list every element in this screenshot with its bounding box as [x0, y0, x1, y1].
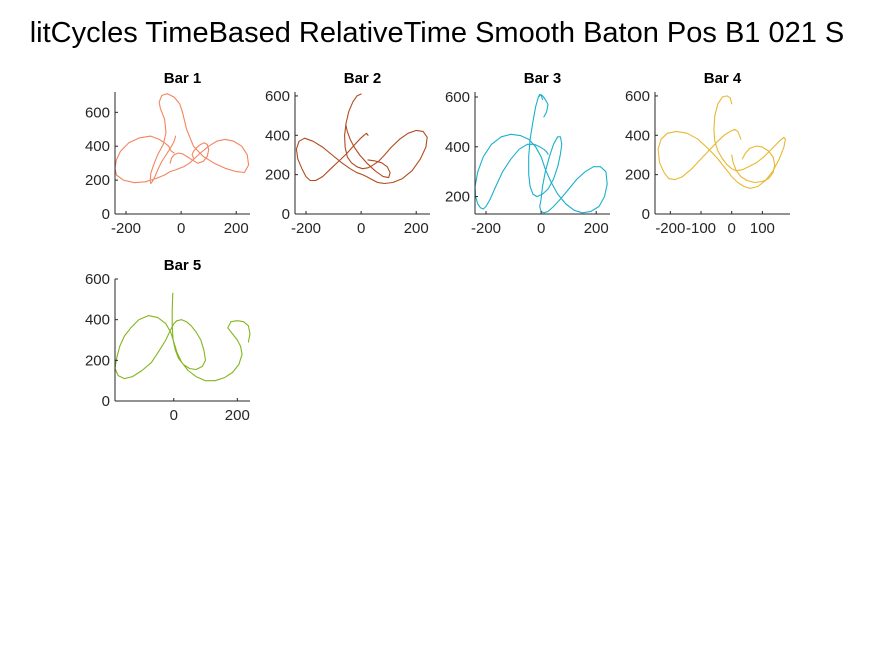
trajectory-line-2 [345, 124, 391, 179]
y-tick-label: 400 [445, 139, 470, 156]
y-tick-label: 200 [445, 189, 470, 206]
trajectory-line-1 [295, 93, 428, 185]
y-tick-label: 400 [85, 312, 110, 329]
trajectory-line-1 [657, 95, 786, 189]
x-tick-label: 0 [170, 407, 178, 424]
x-tick-label: -200 [291, 220, 321, 237]
x-tick-label: -200 [471, 220, 501, 237]
y-tick-label: 0 [102, 393, 110, 410]
y-tick-label: 0 [642, 206, 650, 223]
trajectory-line-2 [537, 93, 549, 118]
x-tick-label: -100 [686, 220, 716, 237]
y-tick-label: 400 [265, 127, 290, 144]
y-tick-label: 600 [85, 104, 110, 121]
subplot-title: Bar 4 [704, 70, 742, 87]
subplot-bar-5: Bar 5 0 200 0 200 400 600 [85, 257, 251, 424]
y-tick-label: 400 [85, 138, 110, 155]
x-tick-label: 200 [225, 407, 250, 424]
y-tick-label: 0 [102, 206, 110, 223]
trajectory-line-1 [114, 93, 250, 185]
trajectory-line-1 [474, 93, 608, 214]
y-tick-label: 600 [625, 88, 650, 105]
y-tick-label: 600 [445, 89, 470, 106]
x-tick-label: -200 [655, 220, 685, 237]
x-tick-label: 0 [537, 220, 545, 237]
y-tick-label: 600 [85, 271, 110, 288]
subplot-title: Bar 3 [524, 70, 562, 87]
x-tick-label: 0 [728, 220, 736, 237]
subplot-title: Bar 1 [164, 70, 202, 87]
x-tick-label: 0 [177, 220, 185, 237]
subplot-title: Bar 5 [164, 257, 202, 274]
trajectory-line-1 [114, 292, 251, 382]
y-tick-label: 400 [625, 127, 650, 144]
figure-title: litCycles TimeBased RelativeTime Smooth … [30, 17, 845, 49]
y-tick-label: 600 [265, 88, 290, 105]
subplot-title: Bar 2 [344, 70, 382, 87]
x-tick-label: 200 [584, 220, 609, 237]
x-tick-label: 200 [404, 220, 429, 237]
x-tick-label: -200 [111, 220, 141, 237]
x-tick-label: 0 [357, 220, 365, 237]
x-tick-label: 100 [750, 220, 775, 237]
x-tick-label: 200 [224, 220, 249, 237]
y-tick-label: 200 [85, 172, 110, 189]
y-tick-label: 200 [625, 167, 650, 184]
subplot-bar-3: Bar 3 -200 0 200 200 400 600 [445, 70, 610, 237]
trajectory-line-2 [169, 142, 210, 164]
y-tick-label: 0 [282, 206, 290, 223]
subplot-bar-4: Bar 4 -200 -100 0 100 0 200 400 600 [625, 70, 790, 237]
y-tick-label: 200 [85, 352, 110, 369]
trajectory-line-2 [731, 145, 776, 184]
y-tick-label: 200 [265, 167, 290, 184]
